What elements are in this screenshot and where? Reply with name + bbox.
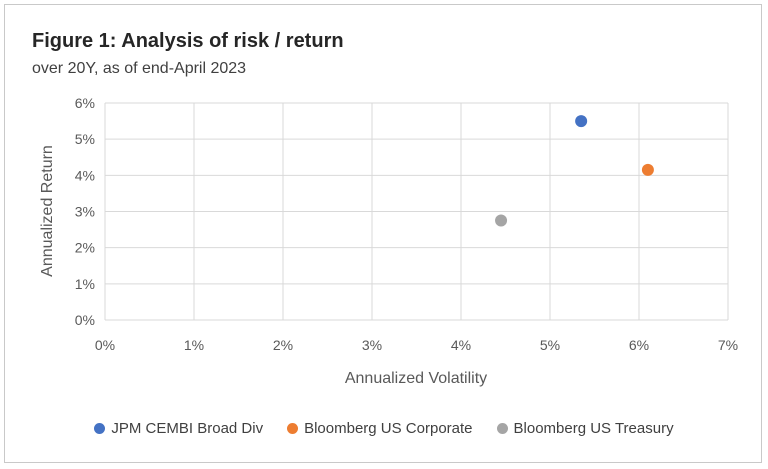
x-tick-label: 3% [362,337,382,353]
y-tick-label: 4% [75,167,95,183]
legend-item: Bloomberg US Corporate [287,420,473,437]
x-tick-label: 2% [273,337,293,353]
x-tick-label: 7% [718,337,738,353]
point-2 [495,214,508,227]
y-tick-label: 2% [75,240,95,256]
legend-label: Bloomberg US Treasury [513,420,674,437]
y-tick-labels: 0% 1% 2% 3% 4% 5% 6% [75,95,95,328]
chart-frame [4,4,762,463]
x-tick-label: 0% [95,337,115,353]
chart-subtitle: over 20Y, as of end-April 2023 [32,60,247,77]
y-axis-label: Annualized Return [39,145,56,277]
legend-marker [287,423,299,434]
y-tick-label: 6% [75,95,95,111]
legend-marker [94,423,106,434]
y-tick-label: 3% [75,204,95,220]
y-tick-label: 1% [75,276,95,292]
x-axis-label: Annualized Volatility [345,370,487,387]
grid-lines [104,102,729,321]
x-tick-labels: 0% 1% 2% 3% 4% 5% 6% 7% [95,337,738,353]
chart-title: Figure 1: Analysis of risk / return [32,30,344,52]
x-tick-label: 1% [184,337,204,353]
legend-marker [496,423,508,434]
chart-legend: JPM CEMBI Broad Div Bloomberg US Corporat… [0,420,768,437]
y-tick-label: 5% [75,131,95,147]
data-points [495,115,654,227]
point-1 [641,163,654,176]
x-tick-label: 5% [540,337,560,353]
legend-item: JPM CEMBI Broad Div [94,420,263,437]
point-0 [575,115,588,128]
x-tick-label: 6% [629,337,649,353]
x-tick-label: 4% [451,337,471,353]
legend-item: Bloomberg US Treasury [496,420,674,437]
legend-label: Bloomberg US Corporate [304,420,473,437]
legend-label: JPM CEMBI Broad Div [111,420,264,437]
y-tick-label: 0% [75,312,95,328]
